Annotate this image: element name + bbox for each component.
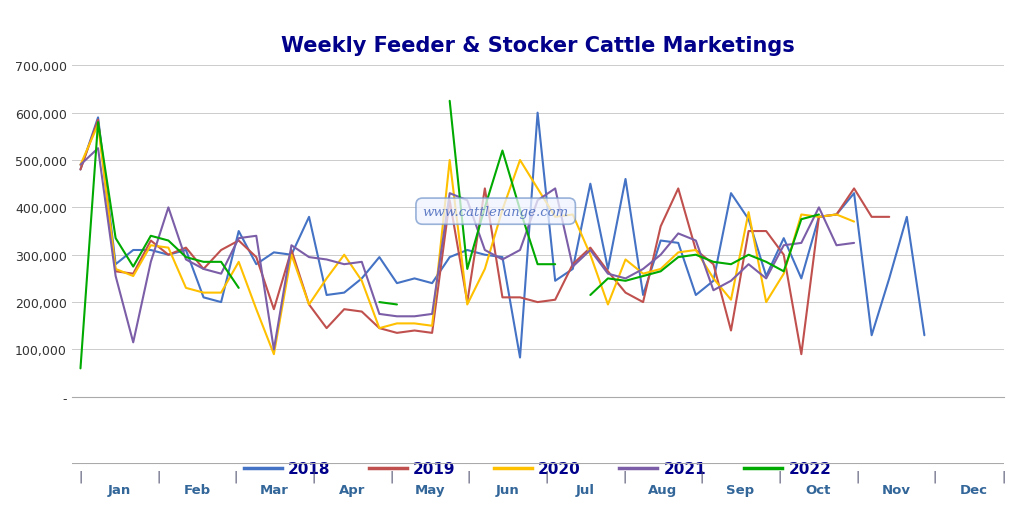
2021 — [75, 162, 87, 168]
Text: Feb: Feb — [183, 483, 211, 496]
2019 — [75, 167, 87, 173]
Text: |: | — [156, 469, 161, 482]
Text: Jan: Jan — [108, 483, 131, 496]
Legend: 2018, 2019, 2020, 2021, 2022: 2018, 2019, 2020, 2021, 2022 — [238, 455, 838, 482]
2019 — [883, 214, 895, 220]
Text: |: | — [699, 469, 703, 482]
2020 — [620, 257, 632, 263]
2021 — [620, 276, 632, 282]
2019 — [602, 269, 614, 275]
Text: |: | — [233, 469, 238, 482]
Text: Jun: Jun — [496, 483, 519, 496]
Text: |: | — [1001, 469, 1006, 482]
Text: |: | — [933, 469, 937, 482]
Text: Mar: Mar — [260, 483, 289, 496]
Line: 2022: 2022 — [81, 102, 819, 369]
Text: |: | — [311, 469, 315, 482]
Line: 2019: 2019 — [81, 121, 994, 383]
Text: |: | — [389, 469, 393, 482]
2021 — [602, 271, 614, 277]
2018 — [620, 177, 632, 183]
2019 — [321, 325, 333, 331]
Title: Weekly Feeder & Stocker Cattle Marketings: Weekly Feeder & Stocker Cattle Marketing… — [281, 36, 795, 56]
Text: |: | — [622, 469, 627, 482]
Text: |: | — [545, 469, 549, 482]
2022 — [620, 278, 632, 284]
Text: |: | — [777, 469, 781, 482]
Line: 2020: 2020 — [81, 125, 854, 354]
2022 — [672, 254, 684, 261]
2021 — [777, 243, 790, 249]
Text: Sep: Sep — [726, 483, 755, 496]
2018 — [777, 236, 790, 242]
2018 — [321, 292, 333, 298]
2020 — [75, 162, 87, 168]
2020 — [654, 266, 667, 272]
2018 — [75, 167, 87, 173]
2022 — [75, 365, 87, 372]
Text: Aug: Aug — [648, 483, 678, 496]
2020 — [321, 276, 333, 282]
2018 — [654, 238, 667, 244]
2021 — [654, 252, 667, 258]
2020 — [602, 302, 614, 308]
2019 — [654, 224, 667, 230]
Text: Apr: Apr — [339, 483, 366, 496]
2019 — [777, 252, 790, 258]
Text: |: | — [467, 469, 471, 482]
2019 — [988, 380, 1000, 386]
Text: Oct: Oct — [806, 483, 830, 496]
2020 — [777, 271, 790, 277]
2019 — [620, 290, 632, 296]
Line: 2018: 2018 — [81, 114, 925, 358]
Text: |: | — [79, 469, 83, 482]
Text: May: May — [415, 483, 445, 496]
Text: Jul: Jul — [575, 483, 595, 496]
2021 — [321, 257, 333, 263]
Line: 2021: 2021 — [81, 149, 854, 350]
2018 — [602, 266, 614, 272]
Text: www.cattlerange.com: www.cattlerange.com — [423, 205, 568, 218]
2018 — [883, 276, 895, 282]
2022 — [637, 273, 649, 279]
2022 — [796, 217, 808, 223]
Text: Nov: Nov — [882, 483, 910, 496]
Text: Dec: Dec — [959, 483, 987, 496]
Text: |: | — [855, 469, 859, 482]
